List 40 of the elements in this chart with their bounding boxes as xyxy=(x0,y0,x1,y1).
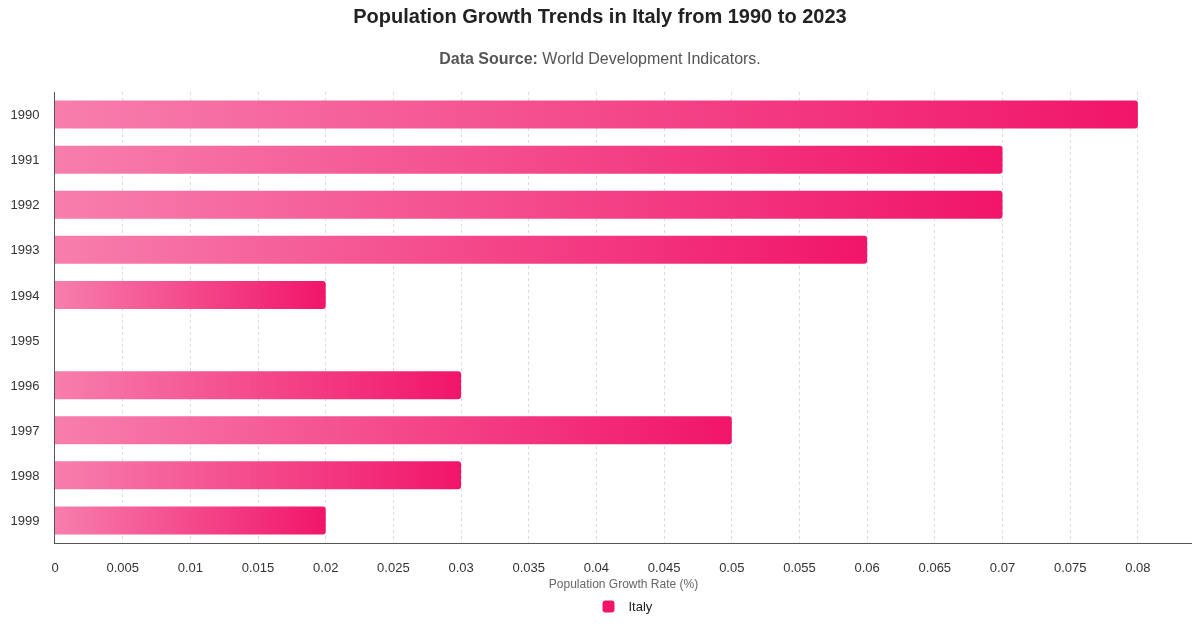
x-tick-label: 0.075 xyxy=(1053,559,1087,575)
x-tick-label: 0.03 xyxy=(448,559,474,575)
legend-label: Italy xyxy=(628,599,653,615)
y-tick-label: 1991 xyxy=(10,152,40,168)
x-tick-label: 0.02 xyxy=(313,559,339,575)
bar xyxy=(55,190,1003,219)
y-tick-label: 1994 xyxy=(10,287,40,303)
y-tick-label: 1996 xyxy=(10,377,40,393)
x-tick-label: 0.07 xyxy=(989,559,1016,575)
x-tick-label: 0.065 xyxy=(918,559,952,575)
x-tick-label: 0.005 xyxy=(106,559,139,575)
y-tick-label: 1992 xyxy=(10,197,40,213)
x-tick-label: 0.05 xyxy=(719,559,745,575)
x-tick-label: 0 xyxy=(51,559,59,575)
y-tick-label: 1997 xyxy=(10,422,40,438)
bar xyxy=(55,506,326,535)
x-tick-label: 0.08 xyxy=(1125,559,1151,575)
bar xyxy=(55,145,1003,174)
x-tick-label: 0.04 xyxy=(583,559,610,575)
bar xyxy=(55,461,462,490)
x-tick-label: 0.015 xyxy=(241,559,275,575)
y-tick-label: 1998 xyxy=(10,467,40,483)
x-tick-label: 0.025 xyxy=(377,559,410,575)
y-tick-label: 1993 xyxy=(10,242,40,258)
chart-title: Population Growth Trends in Italy from 1990 to 2023 xyxy=(353,5,847,28)
x-tick-label: 0.055 xyxy=(783,559,816,575)
chart-subtitle: Data Source: World Development Indicators. xyxy=(439,50,761,68)
y-tick-label: 1990 xyxy=(10,107,40,123)
x-tick-label: 0.035 xyxy=(512,559,546,575)
bar xyxy=(55,280,326,309)
x-axis-title: Population Growth Rate (%) xyxy=(548,577,699,592)
y-tick-label: 1999 xyxy=(10,513,40,528)
bar xyxy=(55,371,462,400)
x-tick-label: 0.01 xyxy=(177,559,204,575)
bar xyxy=(55,416,732,445)
bar xyxy=(55,235,868,264)
x-tick-label: 0.06 xyxy=(854,559,880,575)
bar xyxy=(55,100,1138,129)
x-tick-label: 0.045 xyxy=(647,559,681,575)
y-tick-label: 1995 xyxy=(10,332,40,348)
